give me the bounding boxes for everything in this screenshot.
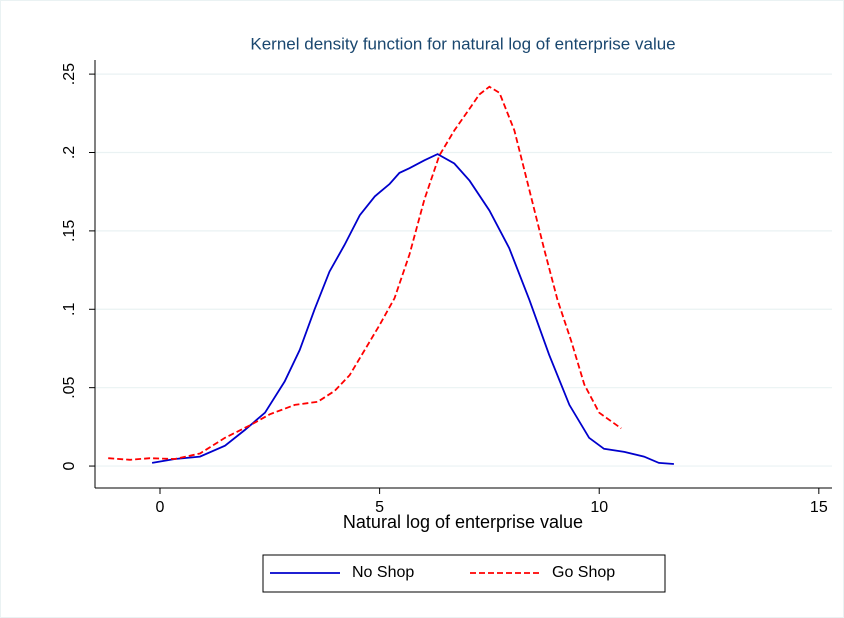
chart-title: Kernel density function for natural log … [250, 34, 675, 53]
line-series [151, 153, 674, 465]
y-tick-label: .05 [61, 376, 78, 398]
y-tick-label: .2 [61, 146, 78, 159]
x-tick-label: 10 [590, 499, 608, 516]
x-tick-label: 0 [156, 499, 165, 516]
y-tick-label: .15 [61, 220, 78, 242]
x-tick-label: 15 [810, 499, 828, 516]
y-tick-label: .25 [61, 63, 78, 85]
legend-label: No Shop [352, 564, 414, 581]
y-tick-label: 0 [61, 462, 78, 471]
x-axis-title: Natural log of enterprise value [343, 512, 583, 532]
legend-label: Go Shop [552, 564, 615, 581]
line-series [108, 85, 622, 461]
y-tick-label: .1 [61, 303, 78, 316]
x-tick-label: 5 [375, 499, 384, 516]
